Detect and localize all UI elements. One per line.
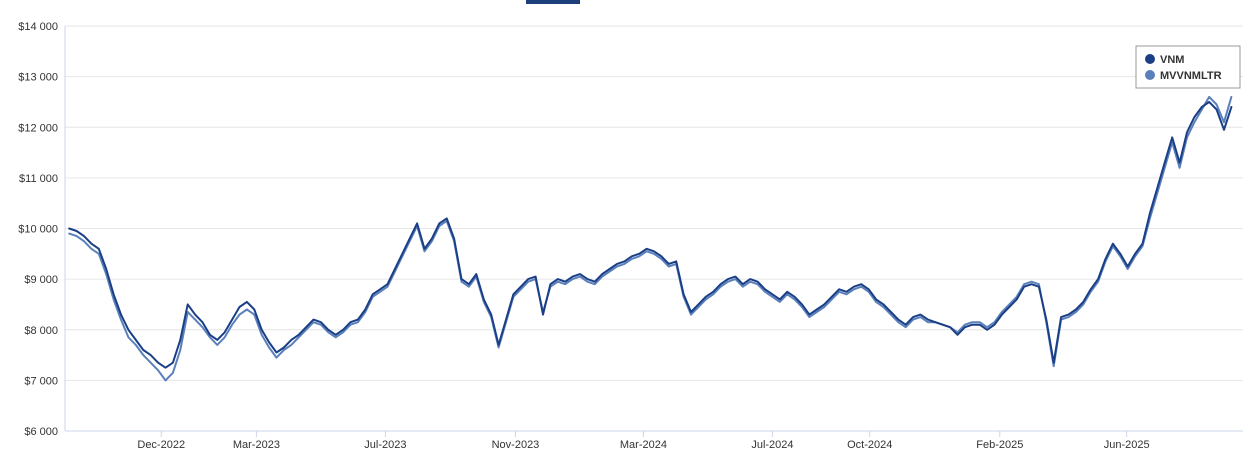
x-tick-label: Oct-2024 [847,439,892,450]
x-tick-label: Dec-2022 [137,439,185,450]
y-tick-label: $12 000 [18,122,58,134]
x-tick-label: Jul-2024 [751,439,793,450]
grid [65,25,1243,432]
y-tick-label: $7 000 [24,375,58,387]
legend: VNM MVVNMLTR [1135,45,1241,89]
y-tick-label: $8 000 [24,325,58,337]
y-tick-label: $11 000 [19,173,58,185]
axes: $6 000 $7 000 $8 000 $9 000 $10 000 $11 000 $1… [18,21,1243,450]
series-lines [68,95,1233,382]
x-tick-label: Jul-2023 [364,439,406,450]
x-tick-label: Nov-2023 [492,439,540,450]
x-tick-label: Feb-2025 [976,439,1023,450]
y-tick-label: $6 000 [24,426,58,438]
y-tick-label: $13 000 [18,72,58,84]
x-tick-label: Mar-2023 [233,439,280,450]
x-tick-label: Jun-2025 [1104,439,1150,450]
range-selector-indicator[interactable] [526,0,580,4]
legend-marker-vnm[interactable] [1145,54,1155,64]
legend-marker-mvvnmltr[interactable] [1145,70,1155,80]
legend-box [1135,45,1241,89]
series-line-vnm[interactable] [68,100,1233,369]
legend-label-mvvnmltr[interactable]: MVVNMLTR [1160,70,1222,82]
legend-label-vnm[interactable]: VNM [1160,54,1184,66]
y-tick-label: $10 000 [18,224,58,236]
series-line-mvvnmltr[interactable] [68,95,1233,382]
x-tick-label: Mar-2024 [620,439,667,450]
y-tick-label: $9 000 [24,274,58,286]
y-tick-label: $14 000 [18,21,58,33]
